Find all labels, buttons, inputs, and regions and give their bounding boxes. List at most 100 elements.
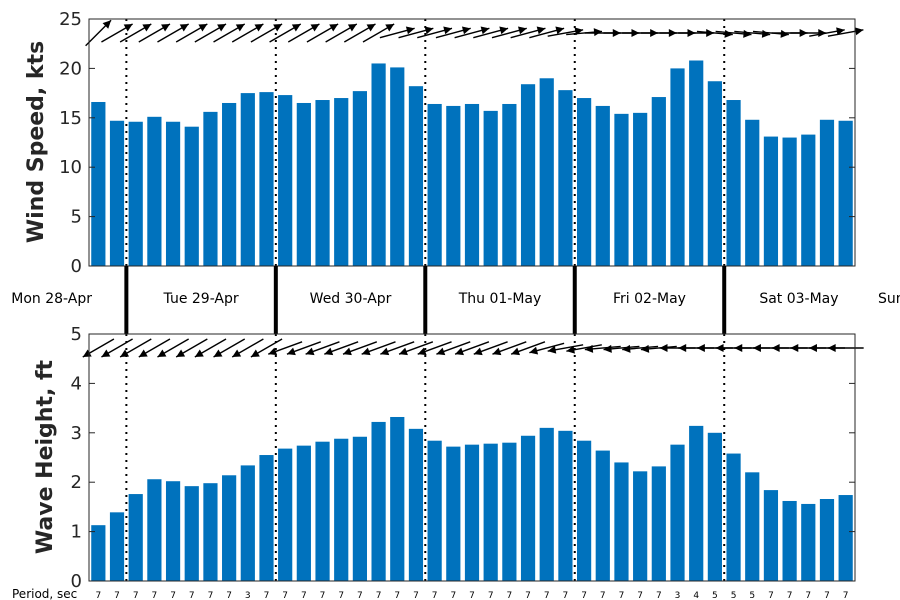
wave-bar: [633, 471, 648, 581]
period-value: 7: [394, 591, 400, 600]
wave-direction-arrow: [138, 338, 171, 358]
wind-direction-arrow: [491, 26, 527, 39]
wind-bar: [819, 119, 835, 266]
wind-bar: [408, 86, 424, 267]
period-value: 7: [805, 591, 811, 600]
wind-bar: [371, 63, 386, 267]
wave-bar: [334, 438, 349, 581]
wind-bar: [334, 98, 349, 266]
wave-bar: [726, 453, 741, 581]
wave-bar: [670, 444, 685, 581]
period-values: 7 7 7 7 7 7 7 7 3 7 7 7 7 7 7 7 7 7 7 7 7 7 7 7 7 7 7 7 7 7 7 3 4 5 5 5 7 7 7 7…: [95, 591, 848, 600]
wind-bar: [203, 111, 218, 267]
wave-bar: [259, 455, 274, 581]
wind-direction-arrow: [362, 23, 395, 43]
wind-bar: [633, 112, 648, 266]
wind-direction-arrow: [454, 26, 490, 39]
wave-bar: [203, 483, 218, 581]
wave-direction-arrow: [324, 341, 359, 356]
wind-bar: [577, 98, 592, 266]
wind-bar: [707, 81, 722, 267]
wave-direction-arrow: [361, 341, 396, 356]
wind-bar: [464, 103, 480, 266]
wave-direction-arrow: [398, 341, 434, 356]
wind-direction-arrow: [325, 23, 358, 43]
wave-bar: [390, 416, 405, 581]
wind-direction-arrow: [827, 27, 864, 37]
wind-y-tick-label: 5: [71, 207, 82, 228]
day-label: Thu 01-May: [458, 291, 542, 307]
wind-direction-arrow: [101, 23, 133, 43]
period-value: 7: [619, 591, 625, 600]
wave-direction-arrow: [547, 344, 584, 354]
wave-bar: [184, 486, 199, 581]
wave-bar: [763, 490, 779, 581]
wind-bar: [670, 68, 685, 267]
wind-direction-arrow: [379, 26, 415, 39]
wave-direction-arrow: [473, 341, 508, 356]
wind-bar: [782, 137, 797, 266]
wave-direction-arrow: [566, 344, 602, 354]
wave-direction-arrow: [286, 341, 322, 356]
day-labels: Mon 28-Apr Tue 29-Apr Wed 30-Apr Thu 01-May…: [11, 291, 900, 307]
wave-bar: [502, 442, 517, 581]
wind-bar: [838, 120, 853, 266]
wave-direction-arrow: [603, 344, 640, 353]
wave-direction-arrow: [119, 338, 152, 358]
wave-height-panel: 0 1 2 3 4 5 Wave Height, ft: [33, 324, 864, 592]
period-value: 7: [488, 591, 494, 600]
wind-direction-arrow: [175, 23, 208, 43]
period-value: 4: [693, 591, 699, 600]
wave-bar: [464, 444, 480, 581]
wind-direction-arrow: [809, 27, 845, 37]
wave-bar: [782, 500, 797, 581]
period-value: 7: [413, 591, 419, 600]
wind-bar: [483, 110, 498, 266]
wind-bar: [745, 119, 760, 266]
wave-bar: [352, 436, 367, 581]
wave-y-tick-label: 5: [71, 324, 82, 345]
wind-direction-arrow: [566, 28, 603, 37]
wind-direction-arrow: [138, 23, 171, 43]
wave-bar: [707, 432, 722, 581]
wave-direction-arrow: [194, 338, 227, 358]
wave-direction-arrow: [305, 341, 340, 356]
wind-bar: [427, 103, 442, 266]
day-label: Wed 30-Apr: [310, 291, 392, 307]
wind-direction-arrow: [157, 23, 190, 43]
wave-direction-arrow: [380, 341, 415, 356]
wind-direction-arrow: [306, 23, 339, 43]
wind-speed-y-ticks: 0 5 10 15 20 25: [59, 9, 855, 277]
wind-direction-arrow: [435, 26, 471, 39]
wind-y-tick-label: 15: [59, 108, 82, 129]
period-value: 7: [338, 591, 344, 600]
day-label: Tue 29-Apr: [163, 291, 239, 307]
period-value: 7: [768, 591, 774, 600]
period-value: 7: [787, 591, 793, 600]
wind-bar: [390, 67, 405, 266]
wind-bar: [315, 100, 330, 267]
wind-direction-arrow: [417, 26, 453, 39]
wave-direction-arrow: [82, 338, 115, 358]
wave-bar: [165, 481, 181, 581]
wave-height-y-axis-label: Wave Height, ft: [33, 359, 58, 554]
wind-y-tick-label: 10: [59, 157, 82, 178]
wind-bar: [259, 92, 274, 266]
day-label: Sun: [878, 291, 900, 307]
period-value: 7: [320, 591, 326, 600]
period-value: 5: [712, 591, 718, 600]
period-value: 7: [544, 591, 550, 600]
wind-direction-arrow: [194, 23, 227, 43]
period-value: 7: [357, 591, 363, 600]
period-value: 7: [282, 591, 288, 600]
wind-direction-arrows: [85, 19, 864, 47]
period-title: Period, sec: [12, 587, 77, 600]
wave-y-tick-label: 3: [71, 423, 82, 444]
wave-y-tick-label: 4: [71, 373, 82, 394]
wave-bar: [539, 427, 554, 581]
wave-y-tick-label: 2: [71, 472, 82, 493]
wave-bar: [147, 479, 162, 581]
wind-bar: [614, 113, 629, 266]
wind-direction-arrow: [398, 26, 434, 39]
